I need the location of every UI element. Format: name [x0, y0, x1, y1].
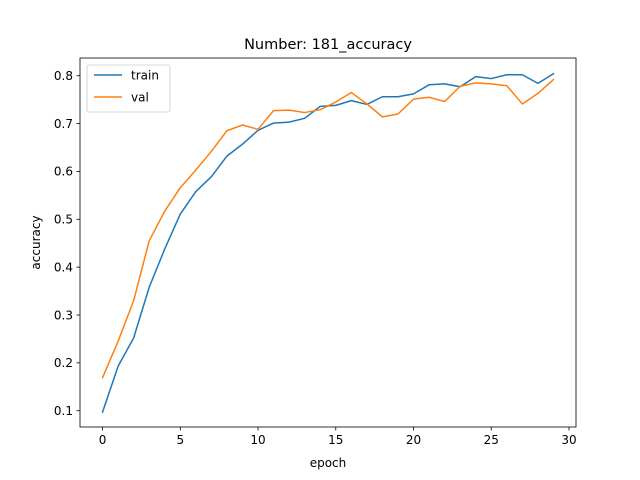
x-tick-label: 5	[176, 433, 184, 447]
plot-lines	[101, 72, 555, 414]
y-tick-label: 0.1	[54, 404, 73, 418]
legend-label-val: val	[131, 91, 149, 105]
x-tick-label: 15	[328, 433, 343, 447]
y-tick-label: 0.4	[54, 260, 73, 274]
y-axis-label: accuracy	[29, 215, 43, 269]
y-tick-label: 0.3	[54, 308, 73, 322]
y-axis-ticks: 0.1 0.2 0.3 0.4 0.5 0.6 0.7 0.8	[54, 69, 80, 418]
legend-box	[86, 64, 171, 113]
series-line-train	[101, 72, 555, 414]
y-tick-label: 0.2	[54, 356, 73, 370]
legend: train val	[86, 64, 171, 113]
y-tick-label: 0.5	[54, 213, 73, 227]
x-axis-ticks: 0 5 10 15 20 25 30	[99, 427, 577, 447]
x-axis-label: epoch	[310, 456, 347, 470]
series-line-val	[101, 78, 555, 379]
y-tick-label: 0.8	[54, 69, 73, 83]
x-tick-label: 10	[250, 433, 265, 447]
x-tick-label: 20	[406, 433, 421, 447]
x-tick-label: 30	[561, 433, 576, 447]
y-tick-label: 0.6	[54, 165, 73, 179]
legend-label-train: train	[131, 69, 159, 83]
x-tick-label: 25	[484, 433, 499, 447]
y-tick-label: 0.7	[54, 117, 73, 131]
plot-frame	[79, 57, 577, 428]
x-tick-label: 0	[99, 433, 107, 447]
chart-title: Number: 181_accuracy	[244, 37, 412, 53]
